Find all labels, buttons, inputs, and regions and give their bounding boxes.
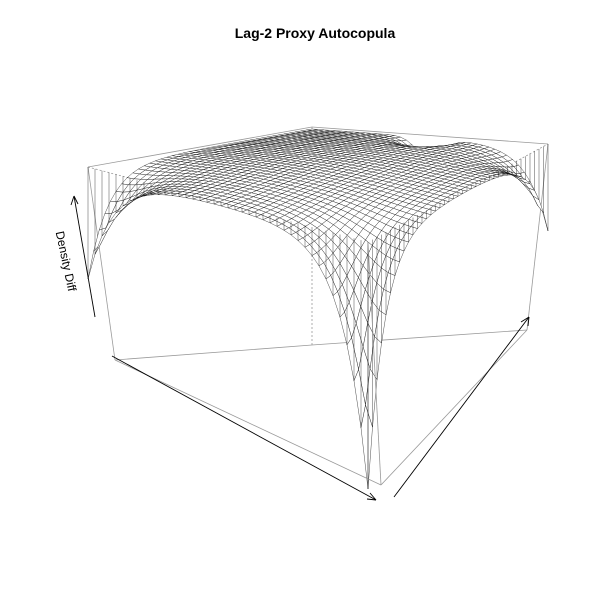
box-edge [526,143,549,331]
y-axis-arrowhead [520,316,530,327]
y-axis-arrow [393,316,530,498]
x-axis-arrow [111,355,377,501]
box-edge [87,126,313,168]
box-edge [114,359,382,486]
z-axis-arrow [73,195,96,318]
box-edge [87,166,116,361]
box-edge [380,329,528,486]
mesh-facet [537,205,549,232]
bounding-box-front [114,241,528,486]
x-axis-arrowhead [366,492,377,501]
box-edge [114,344,313,361]
surface-mesh [87,128,549,490]
box-edge [311,126,549,145]
chart-title: Lag-2 Proxy Autocopula [235,25,396,41]
box-edge [367,241,382,486]
z-axis-arrowhead [70,195,79,206]
z-axis-label: Density Diff [53,230,80,293]
